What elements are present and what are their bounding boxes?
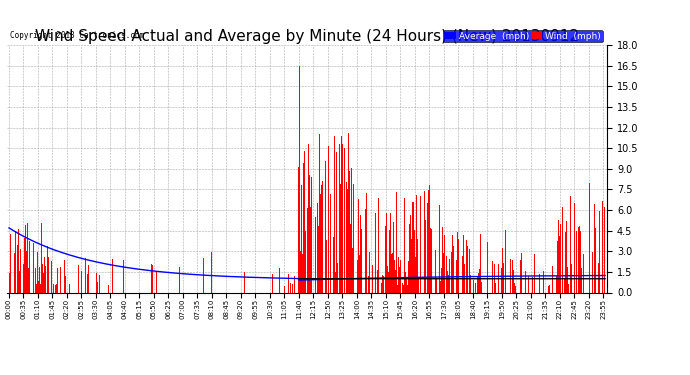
Title: Wind Speed Actual and Average by Minute (24 Hours) (New) 20130912: Wind Speed Actual and Average by Minute … (35, 29, 579, 44)
Legend: Average  (mph), Wind  (mph): Average (mph), Wind (mph) (443, 30, 602, 42)
Text: Copyright 2013 Cartronics.com: Copyright 2013 Cartronics.com (10, 31, 144, 40)
